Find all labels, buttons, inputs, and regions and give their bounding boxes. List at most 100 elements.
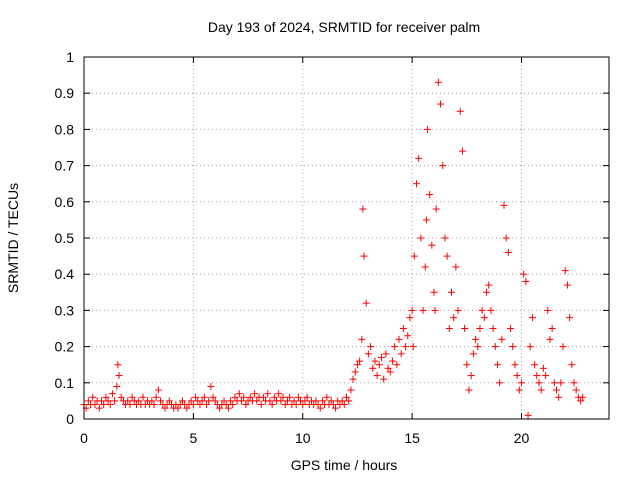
data-point	[566, 314, 574, 322]
data-point	[98, 397, 105, 405]
data-point	[165, 397, 173, 405]
data-point	[579, 393, 587, 401]
y-tick-label: 0	[66, 411, 74, 427]
data-point	[211, 397, 219, 405]
data-point	[456, 107, 464, 115]
data-point	[312, 397, 320, 405]
data-point	[448, 288, 455, 296]
data-point	[345, 397, 353, 405]
data-point	[318, 397, 326, 405]
data-point	[183, 404, 191, 412]
data-point	[135, 397, 143, 405]
data-point	[557, 379, 565, 387]
data-point	[430, 288, 438, 296]
data-point	[114, 361, 122, 369]
data-point	[157, 397, 165, 405]
data-point	[253, 397, 261, 405]
data-point	[238, 397, 245, 405]
x-tick-label: 5	[189, 430, 197, 446]
data-point	[507, 325, 515, 332]
data-point	[373, 372, 381, 380]
y-tick-label: 0.7	[55, 158, 75, 174]
data-point	[463, 361, 471, 369]
data-point	[264, 390, 272, 398]
x-tick-label: 20	[514, 430, 530, 446]
data-point	[246, 393, 254, 401]
data-point	[384, 364, 392, 372]
data-point	[111, 397, 119, 405]
data-point	[316, 404, 324, 412]
data-point	[84, 397, 92, 405]
x-axis-label: GPS time / hours	[291, 457, 398, 473]
data-point	[224, 404, 232, 412]
data-point	[502, 234, 510, 242]
data-point	[397, 350, 405, 358]
data-point	[419, 306, 427, 314]
data-point	[572, 386, 580, 394]
data-point	[95, 404, 103, 412]
data-point	[356, 357, 364, 365]
data-point	[544, 306, 552, 314]
data-point	[406, 314, 414, 322]
data-point	[423, 125, 431, 133]
data-point	[539, 364, 547, 372]
y-axis-label: SRMTID / TECUs	[5, 183, 21, 293]
data-point	[542, 372, 550, 380]
data-point	[496, 379, 504, 387]
y-tick-label: 0.9	[55, 85, 75, 101]
data-point	[498, 335, 506, 343]
data-point	[283, 397, 291, 405]
y-tick-label: 0.5	[55, 230, 75, 246]
data-point	[187, 397, 195, 405]
data-point	[472, 335, 480, 343]
data-point	[347, 386, 355, 394]
data-point	[395, 335, 403, 343]
data-point	[148, 397, 156, 405]
data-point	[139, 393, 147, 401]
x-tick-label: 0	[80, 430, 88, 446]
data-point	[493, 361, 501, 369]
chart-title: Day 193 of 2024, SRMTID for receiver pal…	[208, 19, 480, 35]
data-point	[216, 404, 224, 412]
data-point	[555, 393, 563, 401]
data-point	[240, 393, 248, 401]
data-point	[257, 401, 265, 409]
data-point	[548, 325, 556, 332]
data-point	[380, 375, 388, 383]
data-point	[467, 372, 475, 380]
data-point	[422, 216, 430, 224]
data-point	[100, 401, 108, 409]
data-point	[359, 205, 367, 213]
data-point	[329, 401, 337, 409]
data-point	[513, 372, 521, 380]
data-point	[439, 162, 447, 170]
data-point	[207, 382, 215, 390]
data-point	[483, 288, 490, 296]
data-point	[323, 393, 331, 401]
data-point	[458, 147, 466, 155]
data-point	[281, 401, 289, 409]
data-point	[550, 379, 558, 387]
data-point	[205, 397, 213, 405]
data-point	[388, 357, 396, 365]
data-point	[343, 393, 350, 401]
data-point	[504, 248, 512, 256]
data-point	[106, 401, 114, 409]
data-point	[353, 361, 361, 369]
data-point	[469, 350, 477, 358]
data-point	[332, 404, 340, 412]
data-point	[327, 397, 335, 405]
y-tick-label: 0.2	[55, 339, 75, 355]
data-point	[378, 353, 385, 361]
data-point	[351, 368, 359, 376]
data-point	[178, 397, 186, 405]
data-point	[369, 364, 377, 372]
data-point	[393, 361, 401, 369]
data-point	[104, 397, 112, 405]
data-point	[196, 401, 204, 409]
x-tick-label: 10	[295, 430, 311, 446]
data-point	[340, 401, 348, 409]
data-point	[563, 281, 571, 289]
data-point	[526, 343, 534, 351]
data-point	[268, 401, 276, 409]
